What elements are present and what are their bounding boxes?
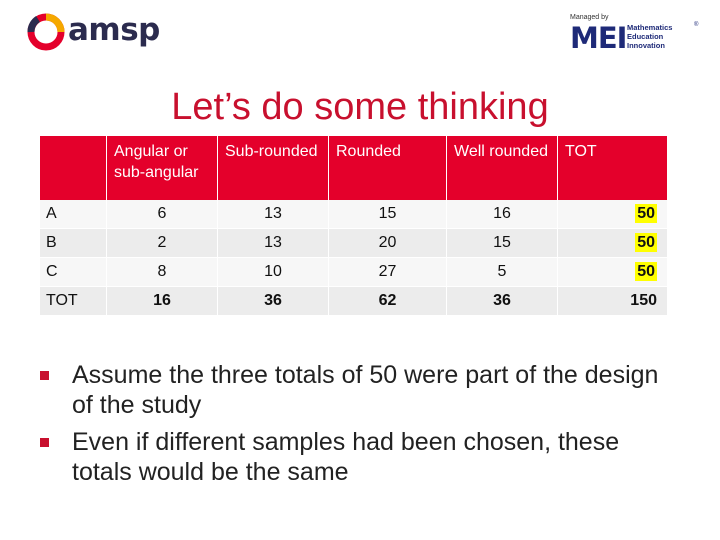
table-cell: 16 <box>447 200 558 229</box>
amsp-wordmark: amsp <box>68 12 160 48</box>
table-cell: 8 <box>107 258 218 287</box>
table-cell: 2 <box>107 229 218 258</box>
table-row: B 2 13 20 15 50 <box>40 229 668 258</box>
bullet-item: Assume the three totals of 50 were part … <box>40 360 680 420</box>
table-cell: 36 <box>447 287 558 316</box>
bullet-text: Assume the three totals of 50 were part … <box>72 361 659 419</box>
table-cell: 36 <box>218 287 329 316</box>
highlighted-total: 50 <box>635 204 657 223</box>
grand-total-cell: 150 <box>558 287 668 316</box>
table-cell: 16 <box>107 287 218 316</box>
table-row: A 6 13 15 16 50 <box>40 200 668 229</box>
table-cell: 27 <box>329 258 447 287</box>
table-cell: 5 <box>447 258 558 287</box>
table-cell: 15 <box>447 229 558 258</box>
mei-line-2: Education <box>627 32 664 41</box>
square-bullet-icon <box>40 438 49 447</box>
mei-tagline: Mathematics Education Innovation <box>627 23 672 50</box>
mei-registered-mark: ® <box>694 22 699 28</box>
table-cell: 10 <box>218 258 329 287</box>
header-cell-angular: Angular or sub-angular <box>107 136 218 200</box>
header-row: Angular or sub-angular Sub-rounded Round… <box>40 136 668 200</box>
row-label: C <box>40 258 107 287</box>
highlighted-total: 50 <box>635 233 657 252</box>
table-cell: 15 <box>329 200 447 229</box>
table-cell: 20 <box>329 229 447 258</box>
table-row-total: TOT 16 36 62 36 150 <box>40 287 668 316</box>
table-cell: 62 <box>329 287 447 316</box>
row-total-cell: 50 <box>558 200 668 229</box>
row-label: TOT <box>40 287 107 316</box>
header-cell-blank <box>40 136 107 200</box>
header-cell-rounded: Rounded <box>329 136 447 200</box>
mei-line-3: Innovation <box>627 41 665 50</box>
data-table: Angular or sub-angular Sub-rounded Round… <box>40 136 668 316</box>
amsp-swirl-icon <box>27 13 65 51</box>
row-total-cell: 50 <box>558 229 668 258</box>
amsp-logo: amsp <box>26 8 160 52</box>
square-bullet-icon <box>40 371 49 380</box>
mei-managed-by: Managed by <box>570 14 609 21</box>
table-cell: 13 <box>218 229 329 258</box>
table-cell: 6 <box>107 200 218 229</box>
mei-logo: Managed by MEI Mathematics Education Inn… <box>570 14 710 55</box>
row-total-cell: 50 <box>558 258 668 287</box>
bullet-item: Even if different samples had been chose… <box>40 427 680 487</box>
table-cell: 13 <box>218 200 329 229</box>
bullet-list: Assume the three totals of 50 were part … <box>40 360 680 494</box>
slide-title: Let’s do some thinking <box>171 86 549 128</box>
row-label: B <box>40 229 107 258</box>
mei-line-1: Mathematics <box>627 23 673 32</box>
highlighted-total: 50 <box>635 262 657 281</box>
header-cell-subrounded: Sub-rounded <box>218 136 329 200</box>
mei-wordmark: MEI <box>570 21 627 55</box>
header-cell-tot: TOT <box>558 136 668 200</box>
header-cell-wellrounded: Well rounded <box>447 136 558 200</box>
bullet-text: Even if different samples had been chose… <box>72 428 620 486</box>
table-row: C 8 10 27 5 50 <box>40 258 668 287</box>
row-label: A <box>40 200 107 229</box>
